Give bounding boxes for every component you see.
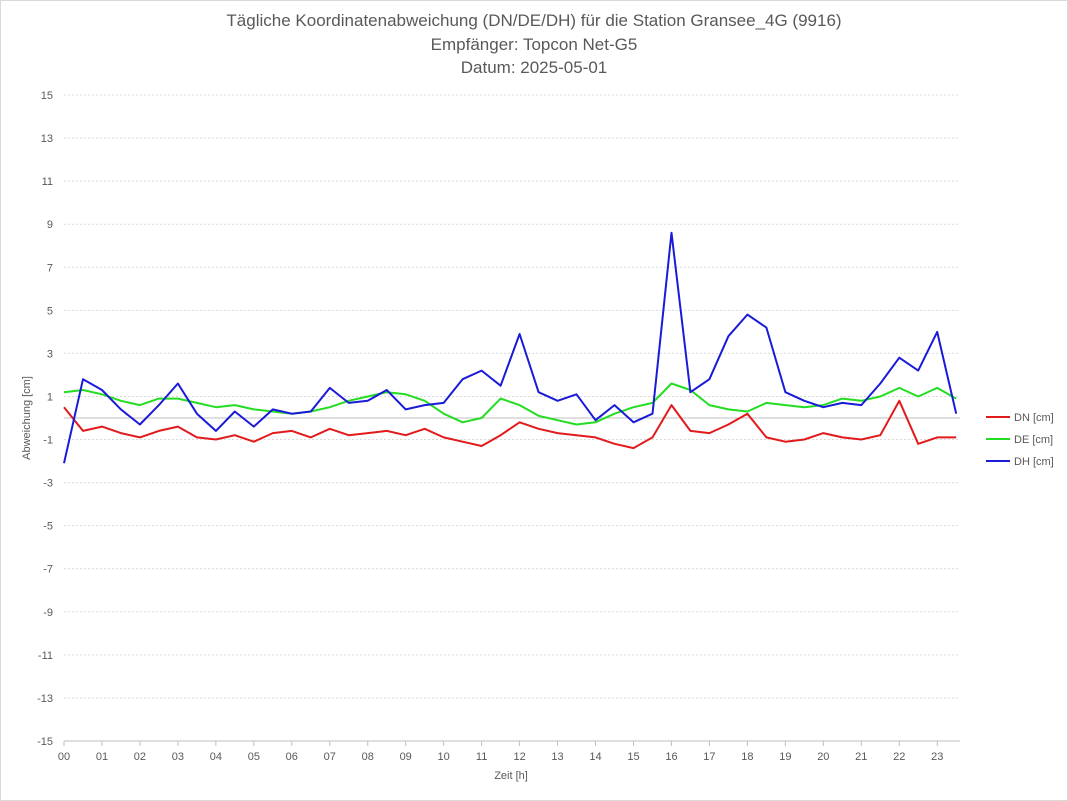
x-axis-ticks: 00 01 02 03 04 05 06 07 08 09 10 11 12 13 14 15 16 17 18 19… bbox=[58, 741, 943, 763]
x-tick-label: 04 bbox=[210, 751, 222, 763]
x-tick-label: 13 bbox=[551, 751, 563, 763]
x-tick-label: 08 bbox=[362, 751, 374, 763]
y-tick-label: 1 bbox=[47, 391, 53, 403]
y-tick-label: -15 bbox=[37, 736, 53, 748]
y-tick-label: -13 bbox=[37, 693, 53, 705]
y-tick-label: 9 bbox=[47, 219, 53, 231]
x-tick-label: 10 bbox=[438, 751, 450, 763]
x-tick-label: 17 bbox=[703, 751, 715, 763]
x-tick-label: 01 bbox=[96, 751, 108, 763]
y-tick-label: -7 bbox=[43, 564, 53, 576]
y-tick-label: -1 bbox=[43, 435, 53, 447]
y-tick-label: 7 bbox=[47, 262, 53, 274]
x-tick-label: 19 bbox=[779, 751, 791, 763]
series-line-dh bbox=[63, 231, 958, 464]
x-tick-label: 18 bbox=[741, 751, 753, 763]
y-axis-ticks: 15 13 11 9 7 5 3 1 -1 -3 -5 -7 -9 -11 -13 -15 bbox=[37, 90, 53, 748]
chart-title: Tägliche Koordinatenabweichung (DN/DE/DH… bbox=[226, 11, 842, 30]
x-tick-label: 21 bbox=[855, 751, 867, 763]
series-line-de bbox=[63, 382, 957, 426]
y-tick-label: 15 bbox=[41, 90, 53, 102]
x-tick-label: 07 bbox=[324, 751, 336, 763]
gridlines bbox=[64, 94, 960, 742]
x-tick-label: 09 bbox=[400, 751, 412, 763]
x-tick-label: 06 bbox=[286, 751, 298, 763]
chart-subtitle-receiver: Empfänger: Topcon Net-G5 bbox=[430, 35, 638, 54]
y-tick-label: -9 bbox=[43, 607, 53, 619]
x-tick-label: 15 bbox=[627, 751, 639, 763]
legend-label: DH [cm] bbox=[1014, 456, 1054, 468]
x-tick-label: 11 bbox=[476, 751, 487, 763]
x-tick-label: 12 bbox=[513, 751, 525, 763]
x-tick-label: 00 bbox=[58, 751, 70, 763]
x-tick-label: 23 bbox=[931, 751, 943, 763]
series-line-dn bbox=[63, 399, 957, 450]
y-tick-label: 11 bbox=[42, 176, 53, 188]
x-tick-label: 03 bbox=[172, 751, 184, 763]
series-lines bbox=[63, 231, 958, 464]
y-tick-label: 3 bbox=[47, 348, 53, 360]
x-tick-label: 16 bbox=[665, 751, 677, 763]
y-tick-label: 5 bbox=[47, 305, 53, 317]
y-tick-label: -5 bbox=[43, 521, 53, 533]
legend-label: DE [cm] bbox=[1014, 434, 1053, 446]
x-tick-label: 20 bbox=[817, 751, 829, 763]
y-tick-label: 13 bbox=[41, 133, 53, 145]
x-tick-label: 02 bbox=[134, 751, 146, 763]
legend-label: DN [cm] bbox=[1014, 412, 1054, 424]
y-axis-label: Abweichung [cm] bbox=[21, 376, 33, 460]
x-tick-label: 05 bbox=[248, 751, 260, 763]
x-tick-label: 14 bbox=[589, 751, 601, 763]
chart-subtitle-date: Datum: 2025-05-01 bbox=[460, 58, 608, 77]
x-axis-label: Zeit [h] bbox=[494, 770, 528, 782]
legend: DN [cm] DE [cm] DH [cm] bbox=[986, 412, 1054, 468]
y-tick-label: -3 bbox=[43, 478, 53, 490]
x-tick-label: 22 bbox=[893, 751, 905, 763]
y-tick-label: -11 bbox=[38, 650, 53, 662]
